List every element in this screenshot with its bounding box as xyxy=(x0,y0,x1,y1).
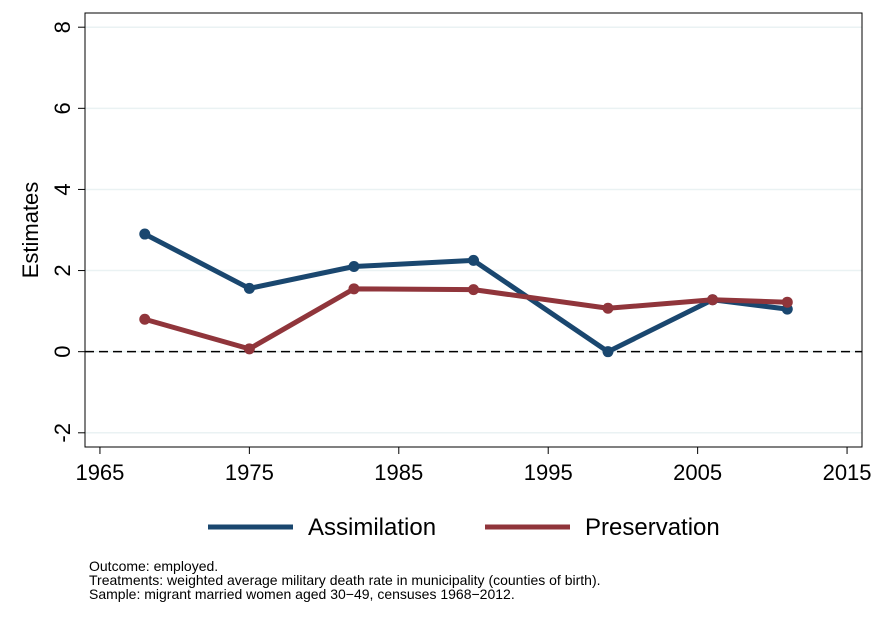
point-marker xyxy=(468,284,479,296)
point-marker xyxy=(781,296,793,308)
point-marker xyxy=(707,294,719,306)
note: Outcome: employed. xyxy=(89,558,218,574)
point-marker xyxy=(139,313,151,325)
point-marker xyxy=(602,302,614,314)
x-tick-label: 2015 xyxy=(823,460,872,485)
point-marker xyxy=(348,283,360,295)
note: Sample: migrant married women aged 30−49… xyxy=(89,586,515,602)
y-tick-label: 8 xyxy=(50,21,75,33)
point-marker xyxy=(139,228,151,240)
point-marker xyxy=(602,346,614,358)
point-marker xyxy=(348,261,360,273)
y-tick-label: 2 xyxy=(50,264,75,276)
x-tick-label: 1975 xyxy=(225,460,274,485)
y-tick-label: -2 xyxy=(50,423,75,443)
x-tick-label: 1965 xyxy=(75,460,124,485)
point-marker xyxy=(243,282,255,294)
point-marker xyxy=(243,343,255,355)
x-tick-label: 1995 xyxy=(524,460,573,485)
x-tick-label: 1985 xyxy=(374,460,423,485)
note: Treatments: weighted average military de… xyxy=(89,572,601,588)
x-tick-label: 2005 xyxy=(673,460,722,485)
plot-frame xyxy=(84,12,863,448)
legend-label: Assimilation xyxy=(308,514,436,541)
y-tick-label: 4 xyxy=(50,183,75,195)
legend-label: Preservation xyxy=(585,514,720,541)
y-tick-label: 6 xyxy=(50,102,75,114)
plot-area xyxy=(85,13,862,447)
y-tick-label: 0 xyxy=(50,346,75,358)
y-axis-label: Estimates xyxy=(18,182,43,279)
point-marker xyxy=(468,254,479,266)
